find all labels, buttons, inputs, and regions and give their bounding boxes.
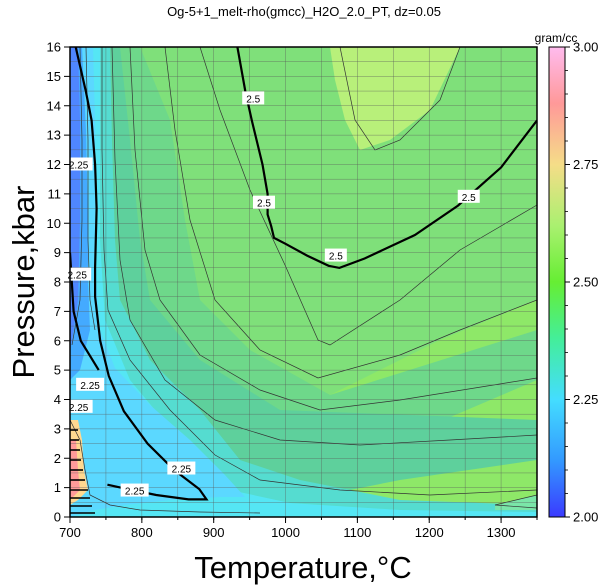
colorbar-tick-label: 2.75 — [573, 157, 598, 172]
thin-contour — [129, 47, 537, 411]
y-tick-label: 6 — [54, 333, 61, 348]
y-tick-label: 7 — [54, 304, 61, 319]
thin-contour — [199, 47, 537, 346]
contour-label: 2.25 — [64, 157, 93, 172]
thin-contour-lines — [70, 47, 537, 514]
fill-upper-right-light — [330, 47, 460, 150]
colorbar: gram/cc 2.00 2.25 2.50 2.75 3.00 — [535, 31, 599, 525]
contour-label-text: 2.25 — [67, 271, 87, 282]
grid-lines — [70, 47, 537, 517]
contour-label-bg — [457, 189, 480, 203]
contour-label-text: 2.25 — [69, 161, 89, 172]
x-axis-ticks: 700 800 900 1000 1100 1200 1300 — [59, 517, 538, 540]
y-tick-label: 5 — [54, 363, 61, 378]
contour-label-text: 2.25 — [172, 465, 192, 476]
colorbar-tick-label: 2.25 — [573, 392, 598, 407]
x-tick-label: 1200 — [415, 525, 444, 540]
contour-label: 2.5 — [242, 91, 265, 105]
y-tick-label: 12 — [47, 157, 61, 172]
contour-line-2-25 — [74, 47, 209, 501]
y-tick-label: 1 — [54, 480, 61, 495]
thin-contour — [101, 47, 537, 496]
y-axis-label: Pressure,kbar — [6, 186, 41, 379]
contour-label: 2.25 — [76, 377, 105, 392]
y-tick-label: 10 — [47, 216, 61, 231]
thin-contour — [85, 47, 96, 331]
contour-label: 2.5 — [252, 195, 275, 210]
y-tick-label: 8 — [54, 275, 61, 290]
contour-label-text: 2.5 — [246, 94, 260, 105]
contour-label-text: 2.25 — [69, 403, 89, 414]
thin-contour — [494, 494, 537, 506]
y-tick-label: 4 — [54, 392, 61, 407]
colorbar-tick-label: 2.00 — [573, 510, 598, 525]
y-tick-label: 14 — [47, 98, 61, 113]
contour-label: 2.25 — [64, 399, 93, 414]
contour-label: 2.5 — [457, 189, 480, 204]
thin-contour — [70, 419, 261, 514]
contour-label-text: 2.25 — [80, 381, 100, 392]
colorbar-gradient — [548, 46, 566, 518]
contour-label-text: 2.25 — [125, 487, 145, 498]
x-tick-label: 1100 — [343, 525, 371, 540]
x-axis-label: Temperature,°C — [194, 550, 411, 585]
y-tick-label: 0 — [54, 510, 61, 525]
contour-label-text: 2.5 — [257, 199, 271, 210]
contour-line-2-5 — [236, 47, 537, 270]
contour-line-2-25 — [70, 252, 100, 371]
contour-label: 2.25 — [167, 461, 196, 476]
contour-label-bg — [64, 157, 93, 171]
thin-contour — [164, 47, 537, 379]
y-tick-label: 11 — [48, 186, 62, 201]
contour-label: 2.25 — [120, 483, 149, 498]
y-tick-label: 2 — [54, 451, 61, 466]
y-tick-label: 9 — [54, 245, 61, 260]
colorbar-ticks: 2.00 2.25 2.50 2.75 3.00 — [565, 40, 598, 525]
y-tick-label: 16 — [47, 40, 61, 55]
y-tick-label: 15 — [47, 69, 61, 84]
contour-label-bg — [76, 377, 105, 391]
contour-label-bg — [64, 399, 93, 413]
x-tick-label: 800 — [131, 525, 153, 540]
contour-label-text: 2.5 — [462, 193, 476, 204]
contour-label-bg — [324, 248, 347, 262]
colorbar-tick-label: 2.50 — [573, 275, 598, 290]
y-tick-label: 3 — [54, 421, 61, 436]
x-tick-label: 900 — [203, 525, 225, 540]
contour-label-bg — [167, 461, 196, 475]
contour-label: 2.5 — [324, 248, 347, 263]
bold-contour-lines — [70, 47, 537, 501]
lower-left-dense-contours — [70, 429, 95, 514]
contour-label-bg — [120, 483, 149, 497]
contour-label-bg — [252, 195, 275, 209]
x-tick-label: 1300 — [487, 525, 516, 540]
thin-contour — [111, 47, 537, 446]
x-tick-label: 700 — [59, 525, 81, 540]
contour-label-bg — [242, 91, 265, 105]
contour-label: 2.25 — [63, 267, 92, 282]
thin-contour — [71, 47, 83, 346]
colorbar-tick-label: 3.00 — [573, 40, 598, 55]
colorbar-unit: gram/cc — [535, 31, 578, 45]
x-tick-label: 1000 — [271, 525, 300, 540]
chart-title: Og-5+1_melt-rho(gmcc)_H2O_2.0_PT, dz=0.0… — [167, 4, 441, 19]
contour-label-text: 2.5 — [329, 252, 343, 263]
thin-contour — [494, 504, 537, 509]
y-tick-label: 13 — [47, 128, 61, 143]
